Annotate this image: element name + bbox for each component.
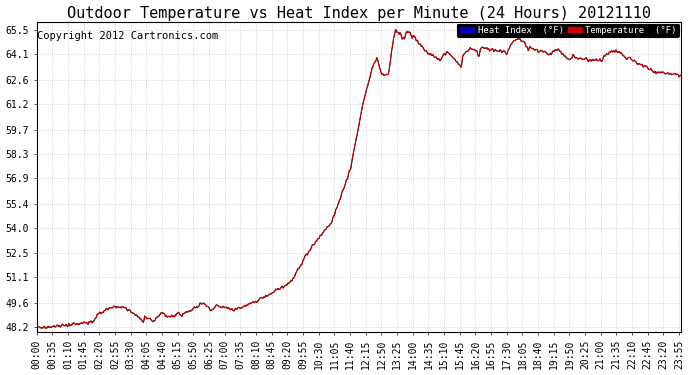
Text: Copyright 2012 Cartronics.com: Copyright 2012 Cartronics.com [37, 31, 219, 41]
Legend: Heat Index  (°F), Temperature  (°F): Heat Index (°F), Temperature (°F) [457, 24, 679, 37]
Title: Outdoor Temperature vs Heat Index per Minute (24 Hours) 20121110: Outdoor Temperature vs Heat Index per Mi… [67, 6, 651, 21]
